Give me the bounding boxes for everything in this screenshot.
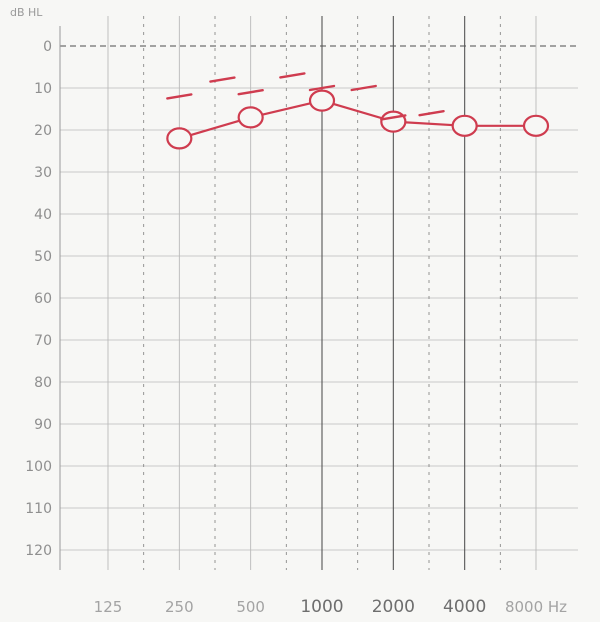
x-tick-label: 1000 bbox=[300, 597, 343, 617]
x-tick-labels: 125 250 500 1000 2000 4000 8000 Hz bbox=[94, 597, 567, 617]
y-tick-label: 90 bbox=[34, 417, 52, 433]
data-point-dash bbox=[380, 114, 407, 121]
y-tick-label: 50 bbox=[34, 249, 52, 265]
y-tick-label: 80 bbox=[34, 375, 52, 391]
data-point-dash bbox=[166, 93, 193, 100]
y-tick-label: 40 bbox=[34, 207, 52, 223]
x-tick-label: 8000 Hz bbox=[505, 598, 567, 616]
x-tick-label: 2000 bbox=[372, 597, 415, 617]
series-dash bbox=[166, 72, 445, 121]
x-tick-label: 125 bbox=[94, 598, 123, 616]
data-point-circle bbox=[522, 114, 550, 137]
y-axis-label: dB HL bbox=[10, 6, 43, 19]
data-point-circle bbox=[380, 110, 407, 133]
y-tick-label: 60 bbox=[34, 291, 52, 307]
data-point-dash bbox=[350, 84, 377, 92]
grid bbox=[59, 16, 578, 570]
data-point-dash bbox=[308, 84, 336, 92]
y-tick-label: 110 bbox=[25, 501, 52, 517]
y-tick-label: 70 bbox=[34, 333, 52, 349]
y-tick-label: 0 bbox=[43, 39, 52, 55]
y-tick-label: 100 bbox=[25, 459, 52, 475]
data-series bbox=[166, 72, 550, 150]
x-tick-label: 250 bbox=[165, 598, 194, 616]
y-tick-label: 10 bbox=[34, 81, 52, 97]
data-point-dash bbox=[418, 109, 445, 117]
data-point-dash bbox=[237, 88, 264, 96]
data-point-circle bbox=[237, 106, 264, 129]
y-tick-label: 20 bbox=[34, 123, 52, 139]
data-point-circle bbox=[308, 89, 336, 112]
data-point-circle bbox=[451, 114, 478, 137]
x-tick-label: 500 bbox=[236, 598, 265, 616]
x-tick-label: 4000 bbox=[443, 597, 486, 617]
data-point-circle bbox=[166, 127, 193, 150]
y-tick-label: 30 bbox=[34, 165, 52, 181]
y-tick-labels: 0 10 20 30 40 50 60 70 80 90 100 110 120 bbox=[25, 39, 52, 559]
data-point-dash bbox=[209, 76, 236, 83]
data-point-dash bbox=[279, 72, 306, 79]
y-tick-label: 120 bbox=[25, 543, 52, 559]
